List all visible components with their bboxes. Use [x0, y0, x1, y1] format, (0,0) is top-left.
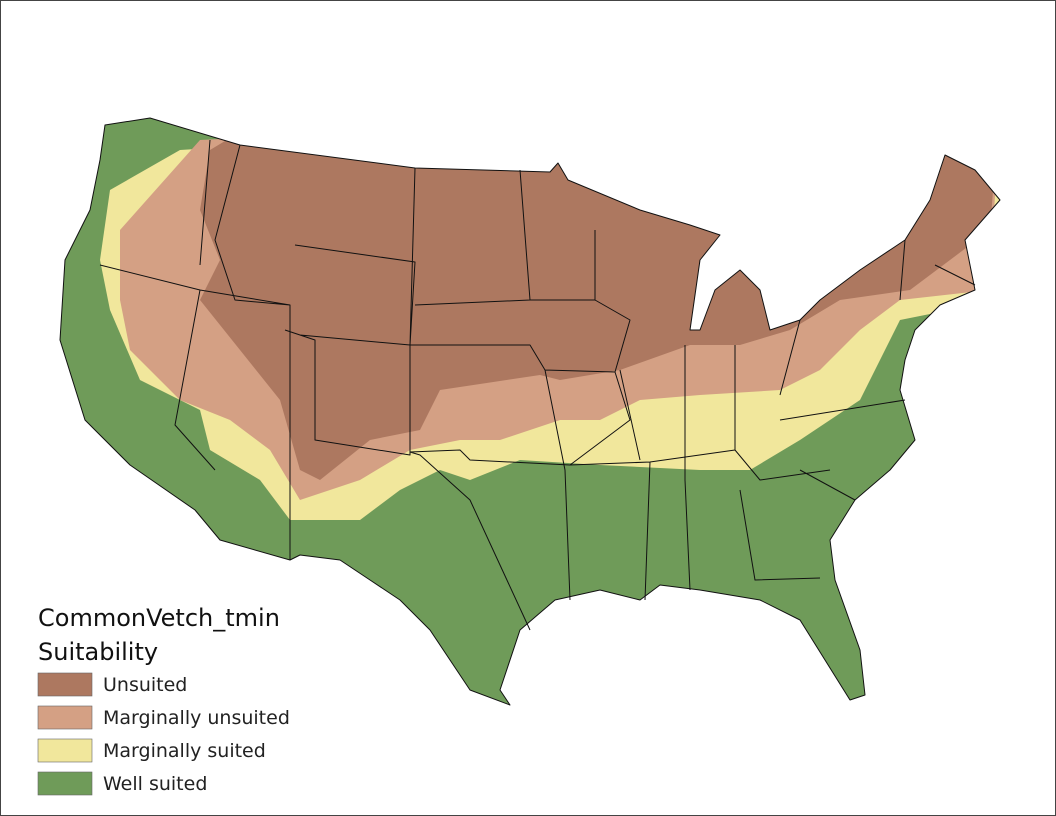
legend-swatch [37, 705, 93, 730]
legend-label: Marginally unsuited [103, 707, 290, 729]
legend-title: CommonVetch_tmin [38, 604, 280, 632]
state-lines [99, 139, 976, 631]
legend-title: Suitability [38, 638, 158, 666]
legend-swatch [37, 771, 93, 796]
legend-label: Unsuited [103, 674, 187, 696]
legend: CommonVetch_tmin Suitability Unsuited Margi… [37, 604, 290, 796]
state-borders [59, 117, 1001, 706]
legend-swatch [37, 738, 93, 763]
legend-label: Well suited [103, 773, 207, 795]
legend-label: Marginally suited [103, 740, 266, 762]
legend-swatch [37, 672, 93, 697]
